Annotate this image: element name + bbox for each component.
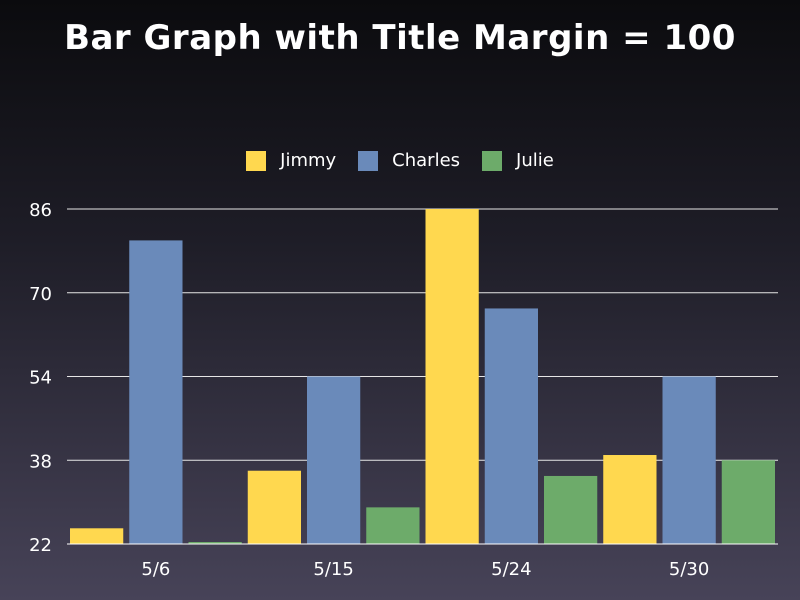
bar-charles-5-24 — [484, 308, 538, 544]
bar-charles-5-6 — [129, 240, 183, 544]
legend-swatch — [358, 150, 379, 171]
legend-label: Jimmy — [280, 150, 337, 171]
y-tick-label: 70 — [29, 284, 52, 305]
chart-title: Bar Graph with Title Margin = 100 — [64, 18, 736, 58]
bar-charles-5-30 — [662, 376, 716, 544]
bar-julie-5-15 — [366, 507, 420, 544]
bar-julie-5-24 — [544, 475, 598, 544]
legend-swatch — [482, 150, 503, 171]
bar-julie-5-6 — [188, 542, 242, 544]
legend-item-jimmy: Jimmy — [246, 150, 336, 171]
legend-swatch — [246, 150, 267, 171]
x-tick-label: 5/30 — [669, 559, 709, 580]
bar-jimmy-5-15 — [247, 470, 301, 544]
x-tick-label: 5/15 — [313, 559, 353, 580]
legend: Jimmy Charles Julie — [0, 150, 800, 171]
y-tick-label: 38 — [29, 451, 52, 472]
bar-jimmy-5-30 — [603, 455, 657, 544]
bar-jimmy-5-24 — [425, 209, 479, 544]
y-tick-label: 22 — [29, 535, 52, 556]
legend-item-charles: Charles — [358, 150, 460, 171]
legend-label: Charles — [392, 150, 461, 171]
bar-julie-5-30 — [721, 460, 775, 544]
bar-charles-5-15 — [307, 376, 361, 544]
y-tick-label: 54 — [29, 368, 52, 389]
y-tick-label: 86 — [29, 200, 52, 221]
x-tick-label: 5/24 — [491, 559, 531, 580]
bar-jimmy-5-6 — [70, 528, 124, 544]
x-tick-label: 5/6 — [141, 559, 170, 580]
legend-item-julie: Julie — [482, 150, 554, 171]
legend-label: Julie — [516, 150, 554, 171]
